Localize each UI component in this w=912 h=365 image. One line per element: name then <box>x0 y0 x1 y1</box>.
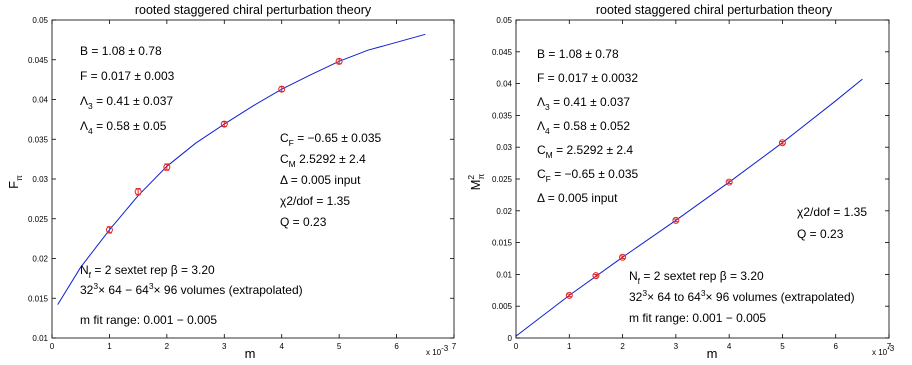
parameter-line: Λ4 = 0.58 ± 0.052 <box>537 119 630 136</box>
parameter-line: Λ4 = 0.58 ± 0.05 <box>80 119 167 136</box>
x-tick-label: 0 <box>514 342 519 351</box>
y-tick-label: 0.01 <box>32 334 48 343</box>
y-tick-labels: 0.01 0.015 0.02 0.025 0.03 0.035 0.04 0.045 0.05 <box>28 16 454 343</box>
data-point <box>672 216 680 224</box>
parameter-line: CM = 2.5292 ± 2.4 <box>537 143 633 160</box>
y-tick-label: 0.02 <box>32 255 48 264</box>
setup-line: m fit range: 0.001 − 0.005 <box>80 313 217 327</box>
fit-parameters-right: CF = −0.65 ± 0.035 CM 2.5292 ± 2.4 Δ = 0.0… <box>280 131 382 229</box>
fit-curve <box>57 33 426 305</box>
y-tick-label: 0.05 <box>496 16 512 25</box>
setup-line: Nf = 2 sextet rep β = 3.20 <box>80 263 215 280</box>
y-tick-label: 0.005 <box>492 302 513 311</box>
x-tick-label: 5 <box>780 342 785 351</box>
chart-title: rooted staggered chiral perturbation the… <box>596 3 833 17</box>
data-point <box>134 188 142 196</box>
y-axis-label: Mπ2 <box>466 174 486 191</box>
y-tick-labels: 0 0.005 0.01 0.015 0.02 0.025 0.03 0.035 0.04 0.0… <box>492 16 889 343</box>
parameter-line: CF = −0.65 ± 0.035 <box>537 167 639 184</box>
x-tick-label: 4 <box>727 342 732 351</box>
x-axis-multiplier: x 10-3 <box>426 344 449 357</box>
x-tick-label: 3 <box>222 342 227 351</box>
setup-line: 323× 64 to 643× 96 volumes (extrapolated… <box>629 288 855 304</box>
y-tick-label: 0.015 <box>28 294 49 303</box>
y-tick-label: 0.02 <box>496 207 512 216</box>
setup-line: m fit range: 0.001 − 0.005 <box>629 311 766 325</box>
data-point <box>335 57 343 65</box>
x-tick-label: 3 <box>674 342 679 351</box>
parameter-line: χ2/dof = 1.35 <box>280 194 350 208</box>
y-tick-label: 0.03 <box>496 143 512 152</box>
fit-parameters-right: χ2/dof = 1.35 Q = 0.23 <box>797 205 867 241</box>
data-point <box>619 253 627 261</box>
x-tick-label: 4 <box>279 342 284 351</box>
y-tick-label: 0.035 <box>28 135 49 144</box>
fit-parameters: B = 1.08 ± 0.78 F = 0.017 ± 0.003 Λ3 = 0.4… <box>80 44 175 136</box>
parameter-line: Δ = 0.005 input <box>280 173 361 187</box>
x-tick-label: 6 <box>833 342 838 351</box>
y-tick-label: 0.035 <box>492 111 513 120</box>
y-tick-label: 0.05 <box>32 16 48 25</box>
y-tick-label: 0.025 <box>492 175 513 184</box>
data-point <box>592 272 600 280</box>
x-axis-multiplier: x 10-3 <box>872 344 895 357</box>
x-tick-label: 7 <box>887 342 892 351</box>
y-tick-label: 0 <box>508 334 513 343</box>
x-tick-label: 0 <box>50 342 55 351</box>
x-tick-label: 5 <box>337 342 342 351</box>
setup-line: Nf = 2 sextet rep β = 3.20 <box>629 269 764 286</box>
parameter-line: χ2/dof = 1.35 <box>797 205 867 219</box>
data-point <box>778 139 786 147</box>
y-tick-label: 0.045 <box>28 56 49 65</box>
data-points <box>565 139 786 299</box>
parameter-line: B = 1.08 ± 0.78 <box>537 47 619 61</box>
y-tick-label: 0.045 <box>492 48 513 57</box>
data-point <box>725 178 733 186</box>
x-tick-label: 6 <box>394 342 399 351</box>
setup-annotation: Nf = 2 sextet rep β = 3.20 323× 64 to 643… <box>629 269 855 325</box>
fit-parameters: B = 1.08 ± 0.78 F = 0.017 ± 0.0032 Λ3 = 0.… <box>537 47 639 205</box>
parameter-line: B = 1.08 ± 0.78 <box>80 44 162 58</box>
data-point <box>163 163 171 171</box>
data-points <box>105 57 343 234</box>
x-tick-label: 2 <box>165 342 170 351</box>
data-point <box>105 226 113 234</box>
y-tick-label: 0.015 <box>492 239 513 248</box>
parameter-line: Δ = 0.005 input <box>537 191 618 205</box>
data-point <box>565 291 573 299</box>
x-tick-label: 7 <box>452 342 457 351</box>
parameter-line: CM 2.5292 ± 2.4 <box>280 152 366 169</box>
y-tick-label: 0.04 <box>32 96 48 105</box>
x-tick-label: 1 <box>567 342 572 351</box>
parameter-line: Λ3 = 0.41 ± 0.037 <box>537 95 630 112</box>
parameter-line: Q = 0.23 <box>797 227 844 241</box>
parameter-line: F = 0.017 ± 0.003 <box>80 69 175 83</box>
fit-curve <box>515 78 863 337</box>
y-tick-label: 0.04 <box>496 80 512 89</box>
y-tick-label: 0.01 <box>496 270 512 279</box>
x-tick-labels: 0 1 2 3 4 5 6 7 <box>50 20 457 351</box>
x-tick-labels: 0 1 2 3 4 5 6 7 <box>514 20 892 351</box>
chart-title: rooted staggered chiral perturbation the… <box>135 3 372 17</box>
y-axis-label: Fπ <box>6 175 24 189</box>
y-tick-label: 0.03 <box>32 175 48 184</box>
data-point <box>220 120 228 128</box>
chart-left: rooted staggered chiral perturbation the… <box>6 3 457 361</box>
parameter-line: CF = −0.65 ± 0.035 <box>280 131 382 148</box>
y-tick-label: 0.025 <box>28 215 49 224</box>
x-axis-label: m <box>707 346 718 361</box>
x-axis-label: m <box>245 346 256 361</box>
setup-line: 323× 64 − 643× 96 volumes (extrapolated) <box>80 281 303 297</box>
x-tick-label: 1 <box>107 342 112 351</box>
parameter-line: F = 0.017 ± 0.0032 <box>537 71 638 85</box>
x-tick-label: 2 <box>620 342 625 351</box>
chart-right: rooted staggered chiral perturbation the… <box>466 3 895 361</box>
data-point <box>278 85 286 93</box>
parameter-line: Q = 0.23 <box>280 215 327 229</box>
parameter-line: Λ3 = 0.41 ± 0.037 <box>80 94 173 111</box>
